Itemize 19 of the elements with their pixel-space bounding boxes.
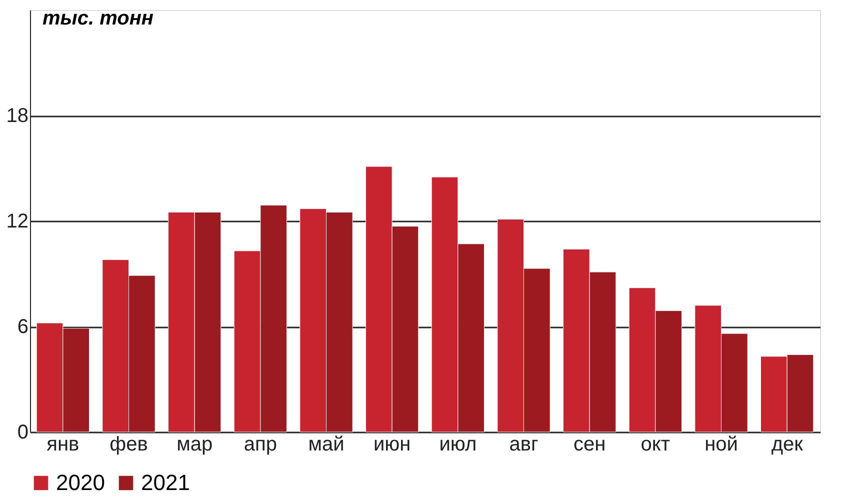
x-tick-label: фев	[110, 434, 148, 456]
x-tick-label: янв	[46, 434, 80, 456]
x-tick-label: апр	[244, 434, 277, 456]
x-tick-label: май	[308, 434, 344, 456]
x-tick-label: июл	[439, 434, 477, 456]
legend-label: 2021	[141, 470, 190, 495]
y-tick-label: 6	[17, 316, 28, 338]
x-tick-label: ной	[704, 434, 738, 456]
x-tick-label: сен	[573, 434, 606, 456]
y-tick-label: 12	[6, 210, 28, 232]
x-tick-label: авг	[509, 434, 538, 456]
x-tick-label: дек	[771, 434, 804, 456]
y-tick-label: 0	[17, 422, 28, 444]
x-tick-label: мар	[176, 434, 213, 456]
legend-label: 2020	[56, 470, 105, 495]
x-tick-label: окт	[640, 434, 670, 456]
y-tick-label: 18	[6, 105, 28, 127]
x-tick-label: июн	[373, 434, 411, 456]
y-axis-title: тыс. тонн	[42, 8, 154, 30]
